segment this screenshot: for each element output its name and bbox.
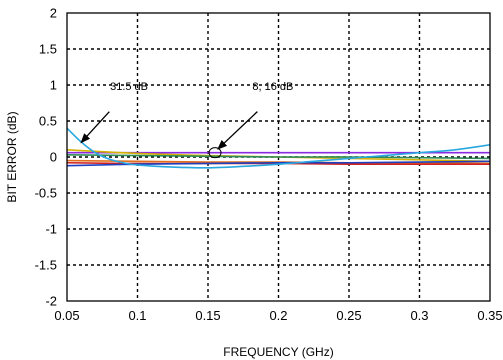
x-tick-label: 0.1 bbox=[128, 308, 146, 323]
annotation-arrow bbox=[217, 111, 258, 150]
y-tick-label: -1 bbox=[45, 222, 57, 237]
y-tick-label: 0.5 bbox=[39, 114, 57, 129]
y-tick-label: 0 bbox=[50, 150, 57, 165]
y-tick-label: -0.5 bbox=[35, 186, 57, 201]
y-tick-label: 2 bbox=[50, 6, 57, 21]
x-tick-label: 0.25 bbox=[336, 308, 361, 323]
x-tick-label: 0.15 bbox=[195, 308, 220, 323]
series-line bbox=[67, 127, 490, 169]
annotation-arrow bbox=[80, 111, 110, 144]
x-tick-label: 0.3 bbox=[410, 308, 428, 323]
series-line bbox=[67, 154, 490, 160]
y-tick-label: 1.5 bbox=[39, 42, 57, 57]
x-tick-label: 0.05 bbox=[54, 308, 79, 323]
annotation-circle bbox=[208, 147, 222, 159]
annotations: 31.5 dB 8, 16 dB bbox=[80, 81, 293, 159]
y-tick-label: -1.5 bbox=[35, 258, 57, 273]
y-tick-labels: 2 1.5 1 0.5 0 -0.5 -1 -1.5 -2 bbox=[35, 6, 57, 309]
x-tick-label: 0.2 bbox=[269, 308, 287, 323]
x-tick-labels: 0.05 0.1 0.15 0.2 0.25 0.3 0.35 bbox=[54, 308, 502, 323]
series-lines bbox=[67, 127, 490, 169]
y-tick-label: -2 bbox=[45, 294, 57, 309]
annotation-label: 8, 16 dB bbox=[252, 81, 293, 93]
plot-frame bbox=[66, 12, 491, 302]
annotation-label: 31.5 dB bbox=[110, 81, 148, 93]
x-tick-label: 0.35 bbox=[477, 308, 502, 323]
x-axis-label: FREQUENCY (GHz) bbox=[223, 345, 333, 359]
y-axis-label: BIT ERROR (dB) bbox=[5, 111, 19, 202]
y-tick-label: 1 bbox=[50, 78, 57, 93]
